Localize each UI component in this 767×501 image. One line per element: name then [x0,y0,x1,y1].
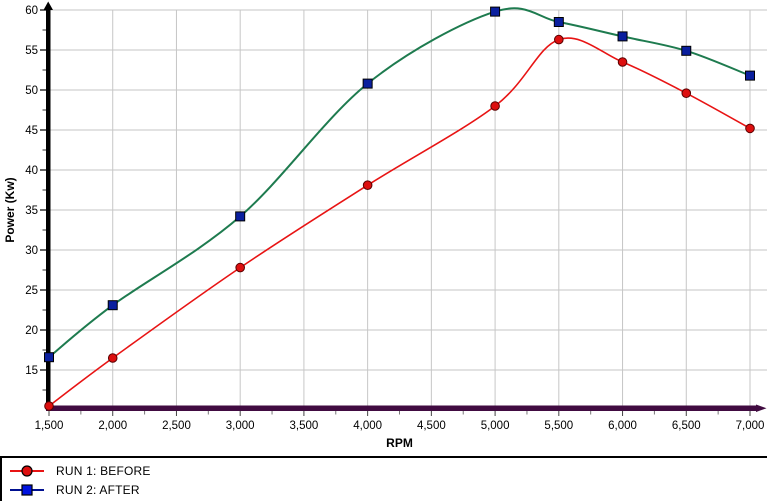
power-vs-rpm-chart: 1,500 2,000 2,500 3,000 3,500 4,000 4,500 5,000… [3,1,767,450]
chart-legend: RUN 1: BEFORE RUN 2: AFTER [0,456,767,501]
svg-text:6,500: 6,500 [672,420,701,432]
run1-circle-marker-icon [10,465,44,477]
svg-text:50: 50 [25,85,38,97]
y-axis-line [46,8,51,411]
legend-label-run2: RUN 2: AFTER [56,483,140,497]
svg-text:7,000: 7,000 [736,420,765,432]
svg-text:3,500: 3,500 [290,420,319,432]
legend-label-run1: RUN 1: BEFORE [56,464,151,478]
svg-text:40: 40 [25,165,38,177]
axis-titles: RPM Power (Kw) [3,177,413,450]
svg-text:3,000: 3,000 [226,420,255,432]
svg-text:15: 15 [25,365,38,377]
series-run2-markers [44,6,755,363]
x-tick-labels: 1,500 2,000 2,500 3,000 3,500 4,000 4,500 5,000… [35,420,765,432]
series-run1-line [48,37,751,407]
svg-text:35: 35 [25,205,38,217]
svg-text:60: 60 [25,5,38,17]
svg-text:1,500: 1,500 [35,420,64,432]
svg-text:4,500: 4,500 [417,420,446,432]
svg-text:5,500: 5,500 [544,420,573,432]
svg-text:2,000: 2,000 [98,420,127,432]
run2-square-marker-icon [10,484,44,496]
svg-text:20: 20 [25,325,38,337]
legend-item-run2[interactable]: RUN 2: AFTER [7,481,767,499]
y-axis-title: Power (Kw) [3,177,17,242]
x-axis-line [46,405,756,411]
x-axis-arrow [756,404,767,412]
gridlines [50,9,767,407]
y-tick-labels: 60 55 50 45 40 35 30 25 20 15 [25,5,38,377]
svg-text:25: 25 [25,285,38,297]
svg-text:6,000: 6,000 [608,420,637,432]
legend-item-run1[interactable]: RUN 1: BEFORE [7,462,767,480]
svg-text:5,000: 5,000 [481,420,510,432]
svg-text:55: 55 [25,45,38,57]
svg-text:45: 45 [25,125,38,137]
svg-text:4,000: 4,000 [353,420,382,432]
x-axis-title: RPM [386,436,413,450]
axis-lines [43,1,767,412]
series-run2-line [48,7,751,358]
svg-text:2,500: 2,500 [162,420,191,432]
tick-marks [40,9,751,416]
y-axis-arrow [43,1,53,10]
svg-text:30: 30 [25,245,38,257]
series-run1-markers [44,34,755,411]
